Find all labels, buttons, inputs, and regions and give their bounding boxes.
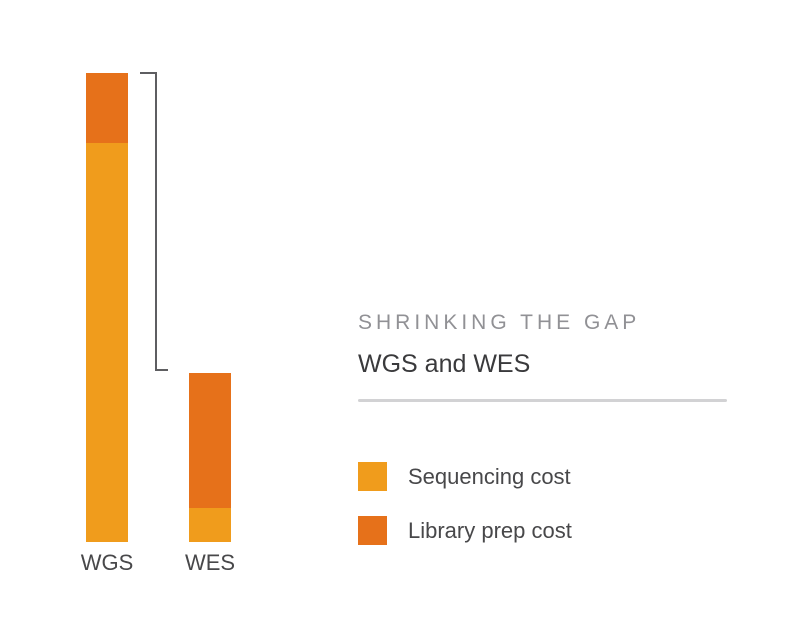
legend-label-sequencing: Sequencing cost [408,463,571,489]
chart-subtitle: WGS and WES [358,350,531,379]
x-axis-label-wgs: WGS [80,550,134,575]
legend-swatch-library-prep-icon [358,516,387,546]
legend-item-library-prep-cost: Library prep cost [358,516,727,546]
bar-wes-sequencing-segment [189,508,231,542]
x-axis-label-wes: WES [184,550,236,575]
legend-item-sequencing-cost: Sequencing cost [358,462,727,492]
chart-title: SHRINKING THE GAP [358,311,641,334]
bar-wes [189,373,231,542]
legend: Sequencing cost Library prep cost [358,462,727,546]
legend-label-library-prep: Library prep cost [408,517,572,543]
bar-wgs [86,73,128,542]
legend-swatch-sequencing-icon [358,462,387,492]
info-panel: SHRINKING THE GAP WGS and WES Sequencing… [358,310,727,546]
bar-wes-library-prep-segment [189,373,231,508]
bar-wgs-sequencing-segment [86,143,128,542]
divider-rule [358,399,727,403]
bar-wgs-library-prep-segment [86,73,128,143]
